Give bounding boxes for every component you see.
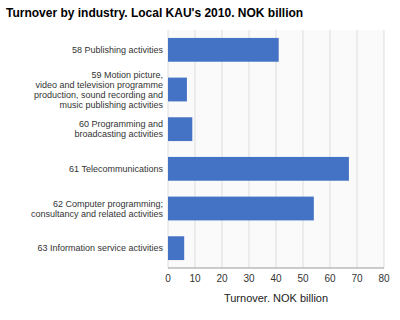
category-label: 60 Programming andbroadcasting activitie…	[74, 119, 163, 139]
tick-label: 40	[270, 273, 282, 284]
grid-line	[384, 30, 385, 268]
bar	[168, 157, 349, 181]
category-label: 62 Computer programming;consultancy and …	[31, 199, 164, 219]
grid-line	[222, 30, 223, 268]
grid-line	[330, 30, 331, 268]
bar	[168, 117, 192, 141]
tick-label: 0	[165, 273, 171, 284]
grid	[168, 30, 384, 268]
bar	[168, 236, 184, 260]
x-axis-label: Turnover. NOK billion	[224, 292, 328, 304]
bar	[168, 78, 187, 102]
category-label: 59 Motion picture,video and television p…	[34, 70, 164, 110]
plot-background	[168, 30, 384, 268]
bar	[168, 38, 279, 62]
x-axis-line	[168, 268, 384, 269]
bar	[168, 197, 314, 221]
tick-label: 20	[216, 273, 228, 284]
category-label: 63 Information service activities	[37, 243, 163, 253]
category-label: 61 Telecommunications	[69, 164, 163, 174]
tick-label: 60	[324, 273, 336, 284]
tick-label: 10	[189, 273, 201, 284]
title: Turnover by industry. Local KAU's 2010. …	[6, 6, 303, 20]
chart: 0 10 20 30 40 50 60 70 80 63 Information service …	[0, 0, 400, 320]
x-ticks: 0 10 20 30 40 50 60 70 80	[165, 273, 390, 284]
grid-line	[168, 30, 169, 268]
tick-label: 30	[243, 273, 255, 284]
tick-label: 70	[351, 273, 363, 284]
y-ticks: 63 Information service activities 62 Comp…	[31, 45, 164, 253]
tick-label: 80	[378, 273, 390, 284]
grid-line	[357, 30, 358, 268]
grid-line	[195, 30, 196, 268]
grid-line	[249, 30, 250, 268]
grid-line	[303, 30, 304, 268]
tick-label: 50	[297, 273, 309, 284]
category-label: 58 Publishing activities	[72, 45, 164, 55]
bars	[168, 38, 349, 260]
grid-line	[276, 30, 277, 268]
